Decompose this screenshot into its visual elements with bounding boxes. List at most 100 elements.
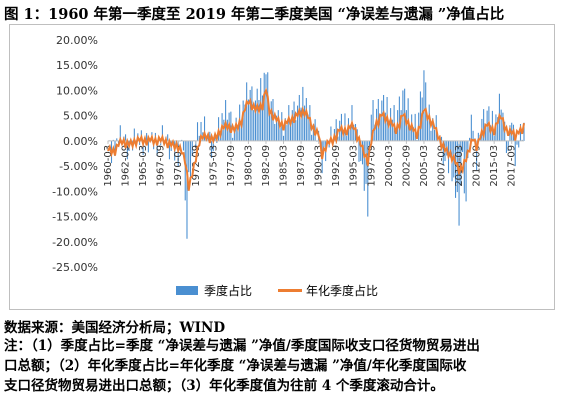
quarterly-bar — [200, 121, 202, 141]
quarterly-bar — [463, 140, 465, 194]
quarterly-bar — [358, 140, 360, 162]
chart-legend: 季度占比 年化季度占比 — [176, 282, 404, 299]
x-tick-label: 2007-09 — [437, 145, 448, 187]
quarterly-bar — [433, 129, 436, 141]
quarterly-bar — [412, 127, 414, 141]
quarterly-bar — [279, 127, 281, 141]
quarterly-bar — [167, 134, 169, 141]
footnote-line: 支口径货物贸易进出口总额；（3）年化季度值为往前 4 个季度滚动合计。 — [4, 378, 444, 394]
y-tick-label: -10.00% — [52, 185, 98, 198]
quarterly-bar — [261, 95, 264, 141]
quarterly-bar — [465, 140, 467, 202]
quarterly-bar — [390, 108, 392, 141]
quarterly-bar — [268, 109, 271, 141]
quarterly-bar — [311, 134, 313, 141]
quarterly-bar — [203, 116, 206, 141]
quarterly-bar — [484, 126, 486, 141]
quarterly-bar — [505, 140, 507, 153]
quarterly-bar — [426, 117, 429, 141]
quarterly-bar — [307, 114, 309, 141]
quarterly-bar — [458, 140, 460, 226]
x-tick-label: 2005-03 — [419, 145, 430, 187]
quarterly-bar — [493, 135, 495, 141]
quarterly-bar — [395, 129, 397, 141]
quarterly-bar — [521, 139, 523, 141]
x-tick-label: 1995-03 — [349, 145, 360, 187]
quarterly-bar — [409, 125, 411, 141]
quarterly-bar — [363, 140, 365, 191]
quarterly-bar — [374, 124, 376, 141]
legend-item-bars: 季度占比 — [176, 282, 252, 299]
quarterly-bar — [267, 72, 269, 141]
x-tick-label: 1965-03 — [138, 145, 149, 187]
quarterly-bar — [161, 125, 163, 141]
quarterly-bar — [516, 140, 518, 145]
quarterly-bar — [258, 100, 260, 141]
quarterly-bar — [430, 130, 432, 141]
quarterly-bar — [275, 115, 278, 141]
quarterly-bar — [400, 110, 402, 141]
quarterly-bar — [288, 105, 290, 141]
quarterly-bar — [274, 123, 276, 141]
legend-swatch-line — [278, 289, 303, 292]
quarterly-bar — [286, 124, 288, 141]
y-tick-label: 10.00% — [56, 84, 98, 97]
y-tick-label: -5.00% — [59, 160, 98, 173]
quarterly-bar — [242, 100, 244, 141]
quarterly-bar — [209, 131, 211, 141]
quarterly-bar — [367, 140, 369, 217]
quarterly-bar — [235, 117, 237, 141]
quarterly-bar — [253, 110, 255, 141]
quarterly-bar — [282, 135, 285, 141]
quarterly-bar — [265, 74, 267, 141]
x-tick-label: 1980-03 — [243, 145, 254, 187]
x-tick-label: 2010-03 — [454, 145, 465, 187]
quarterly-bar — [477, 132, 479, 141]
x-tick-label: 1997-09 — [366, 145, 377, 187]
x-tick-label: 2012-09 — [472, 145, 483, 187]
quarterly-bar — [300, 107, 302, 141]
x-tick-label: 1972-09 — [191, 145, 202, 187]
x-tick-label: 2002-09 — [401, 145, 412, 187]
quarterly-bar — [223, 119, 225, 141]
quarterly-bar — [186, 140, 188, 239]
x-tick-label: 1962-09 — [121, 145, 132, 187]
quarterly-bar — [211, 140, 213, 159]
legend-label-line: 年化季度占比 — [306, 284, 379, 298]
quarterly-bar — [254, 100, 256, 141]
quarterly-bar — [414, 113, 416, 141]
quarterly-bar — [384, 112, 386, 141]
quarterly-bar — [146, 133, 148, 141]
quarterly-bar — [233, 130, 235, 141]
quarterly-bar — [263, 72, 265, 141]
quarterly-bar — [437, 139, 439, 141]
quarterly-bar — [256, 88, 258, 141]
quarterly-bar — [198, 135, 200, 141]
quarterly-bar — [419, 91, 421, 141]
x-tick-label: 1967-09 — [156, 145, 167, 187]
quarterly-bar — [360, 140, 362, 162]
quarterly-bar — [462, 140, 464, 152]
quarterly-bar — [353, 124, 355, 141]
quarterly-bar — [189, 140, 192, 181]
quarterly-bar — [168, 140, 170, 160]
legend-item-line: 年化季度占比 — [278, 282, 378, 299]
annualized-line — [107, 87, 525, 191]
quarterly-bar — [133, 128, 135, 141]
quarterly-bar — [502, 112, 504, 141]
x-tick-label: 1992-09 — [331, 145, 342, 187]
quarterly-bar — [467, 140, 469, 159]
legend-swatch-bars — [176, 286, 198, 295]
quarterly-bar — [247, 99, 249, 141]
quarterly-bar — [184, 140, 186, 201]
x-tick-label: 2015-03 — [489, 145, 500, 187]
x-tick-label: 1985-03 — [279, 145, 290, 187]
y-tick-label: -25.00% — [52, 261, 98, 274]
quarterly-bar — [428, 104, 430, 141]
quarterly-bar — [230, 111, 232, 141]
quarterly-bar — [240, 120, 242, 141]
quarterly-bar — [470, 114, 472, 141]
quarterly-bar — [365, 140, 367, 185]
quarterly-bar — [284, 118, 286, 141]
quarterly-bar — [423, 70, 425, 141]
